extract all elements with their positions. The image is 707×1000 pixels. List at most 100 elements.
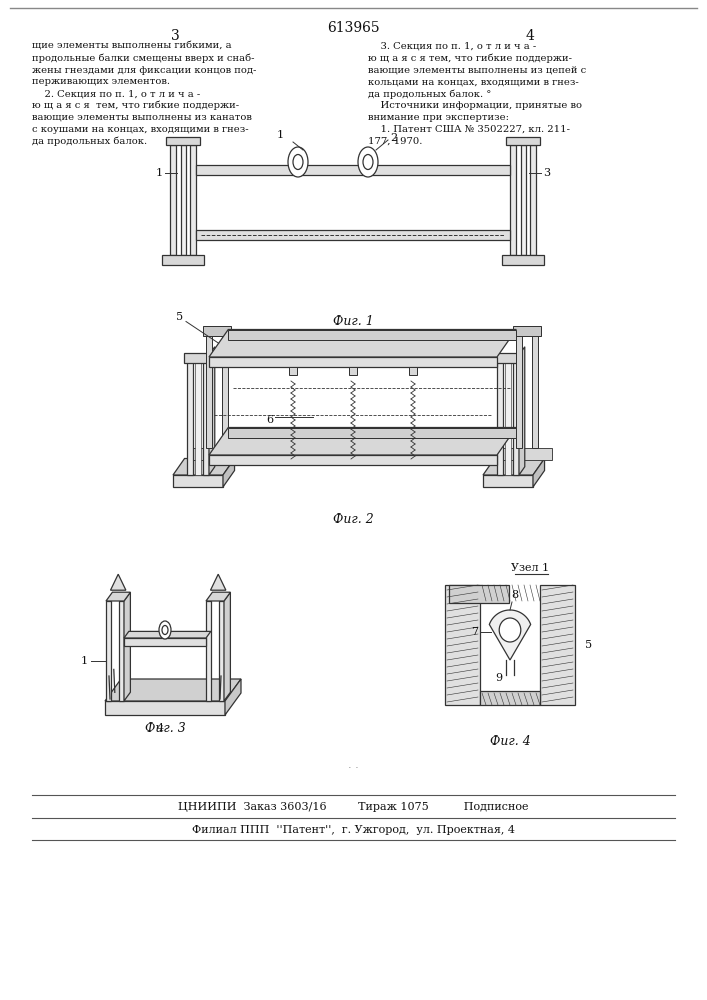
- Text: 3. Секция по п. 1, о т л и ч а -: 3. Секция по п. 1, о т л и ч а -: [368, 42, 536, 51]
- Text: с коушами на концах, входящими в гнез-: с коушами на концах, входящими в гнез-: [32, 125, 249, 134]
- Text: Фиг. 1: Фиг. 1: [332, 315, 373, 328]
- Polygon shape: [192, 448, 243, 460]
- Bar: [180, 145, 185, 255]
- Bar: [349, 367, 357, 375]
- Text: 5: 5: [585, 640, 592, 650]
- Polygon shape: [173, 458, 235, 475]
- Bar: [209, 455, 497, 465]
- Text: 1. Патент США № 3502227, кл. 211-: 1. Патент США № 3502227, кл. 211-: [368, 125, 570, 134]
- Bar: [105, 701, 225, 715]
- Polygon shape: [105, 679, 241, 701]
- Polygon shape: [533, 458, 544, 487]
- Bar: [196, 165, 510, 175]
- Text: 177, 1970.: 177, 1970.: [368, 136, 422, 145]
- Text: Фиг. 4: Фиг. 4: [490, 735, 530, 748]
- Bar: [228, 330, 516, 340]
- Ellipse shape: [293, 154, 303, 169]
- Text: 1: 1: [276, 130, 284, 140]
- Polygon shape: [209, 347, 215, 475]
- Bar: [196, 230, 510, 240]
- Bar: [513, 326, 542, 336]
- Text: да продольных балок.: да продольных балок.: [32, 136, 147, 146]
- Ellipse shape: [162, 626, 168, 635]
- Text: Филиал ППП  ''Патент'',  г. Ужгород,  ул. Проектная, 4: Филиал ППП ''Патент'', г. Ужгород, ул. П…: [192, 825, 515, 835]
- Bar: [219, 601, 224, 701]
- Bar: [520, 145, 525, 255]
- Bar: [502, 255, 544, 265]
- Polygon shape: [483, 458, 544, 475]
- Polygon shape: [489, 610, 531, 660]
- Text: перживающих элементов.: перживающих элементов.: [32, 77, 170, 86]
- Bar: [540, 585, 575, 705]
- Polygon shape: [502, 448, 552, 460]
- Bar: [497, 355, 503, 475]
- Text: 1: 1: [81, 656, 88, 666]
- Text: продольные балки смещены вверх и снаб-: продольные балки смещены вверх и снаб-: [32, 54, 255, 63]
- Text: кольцами на концах, входящими в гнез-: кольцами на концах, входящими в гнез-: [368, 77, 579, 86]
- Text: 1: 1: [156, 167, 163, 178]
- Text: . .: . .: [348, 760, 358, 770]
- Text: да продольных балок. °: да продольных балок. °: [368, 89, 491, 99]
- Text: вающие элементы выполнены из цепей с: вающие элементы выполнены из цепей с: [368, 66, 586, 75]
- Ellipse shape: [288, 147, 308, 177]
- Polygon shape: [110, 574, 126, 590]
- Text: жены гнездами для фиксации концов под-: жены гнездами для фиксации концов под-: [32, 66, 257, 75]
- Bar: [106, 601, 111, 701]
- Ellipse shape: [358, 147, 378, 177]
- Bar: [206, 328, 212, 448]
- Polygon shape: [209, 428, 516, 455]
- Text: 8: 8: [511, 590, 518, 600]
- Polygon shape: [209, 330, 516, 357]
- Text: 3: 3: [543, 167, 550, 178]
- Text: вающие элементы выполнены из канатов: вающие элементы выполнены из канатов: [32, 113, 252, 122]
- Bar: [228, 428, 516, 438]
- Text: 9: 9: [495, 673, 502, 683]
- Polygon shape: [206, 592, 230, 601]
- Polygon shape: [483, 475, 533, 487]
- Polygon shape: [225, 679, 241, 715]
- Text: ЦНИИПИ  Заказ 3603/16         Тираж 1075          Подписное: ЦНИИПИ Заказ 3603/16 Тираж 1075 Подписно…: [177, 802, 528, 812]
- Text: 6: 6: [266, 415, 273, 425]
- Bar: [209, 357, 497, 367]
- Bar: [124, 638, 206, 646]
- Bar: [506, 137, 540, 145]
- Bar: [494, 353, 522, 363]
- Bar: [119, 601, 124, 701]
- Bar: [166, 137, 200, 145]
- Ellipse shape: [363, 154, 373, 169]
- Polygon shape: [124, 592, 130, 701]
- Bar: [195, 355, 201, 475]
- Ellipse shape: [499, 618, 521, 642]
- Text: 5: 5: [176, 312, 183, 322]
- Bar: [289, 367, 297, 375]
- Text: ю щ а я с я тем, что гибкие поддержи-: ю щ а я с я тем, что гибкие поддержи-: [368, 54, 572, 63]
- Text: 2. Секция по п. 1, о т л и ч а -: 2. Секция по п. 1, о т л и ч а -: [32, 89, 200, 98]
- Text: 4: 4: [156, 723, 163, 733]
- Bar: [184, 353, 212, 363]
- Bar: [513, 355, 519, 475]
- Text: Фиг. 3: Фиг. 3: [145, 722, 185, 735]
- Text: 7: 7: [471, 627, 478, 637]
- Text: Узел 1: Узел 1: [511, 563, 549, 573]
- Polygon shape: [224, 592, 230, 701]
- Text: 613965: 613965: [327, 21, 380, 35]
- Bar: [409, 367, 417, 375]
- Bar: [206, 601, 211, 701]
- Text: 3: 3: [170, 29, 180, 43]
- Polygon shape: [211, 574, 226, 590]
- Bar: [222, 328, 228, 448]
- Bar: [505, 355, 511, 475]
- Bar: [449, 585, 509, 603]
- Bar: [445, 585, 480, 705]
- Text: внимание при экспертизе:: внимание при экспертизе:: [368, 113, 509, 122]
- Polygon shape: [519, 347, 525, 475]
- Text: 4: 4: [525, 29, 534, 43]
- Bar: [187, 355, 193, 475]
- Text: щие элементы выполнены гибкими, а: щие элементы выполнены гибкими, а: [32, 42, 232, 51]
- Bar: [510, 145, 516, 255]
- Bar: [532, 328, 538, 448]
- Text: Источники информации, принятые во: Источники информации, принятые во: [368, 101, 582, 110]
- Bar: [203, 355, 209, 475]
- Bar: [480, 691, 540, 705]
- Polygon shape: [173, 475, 223, 487]
